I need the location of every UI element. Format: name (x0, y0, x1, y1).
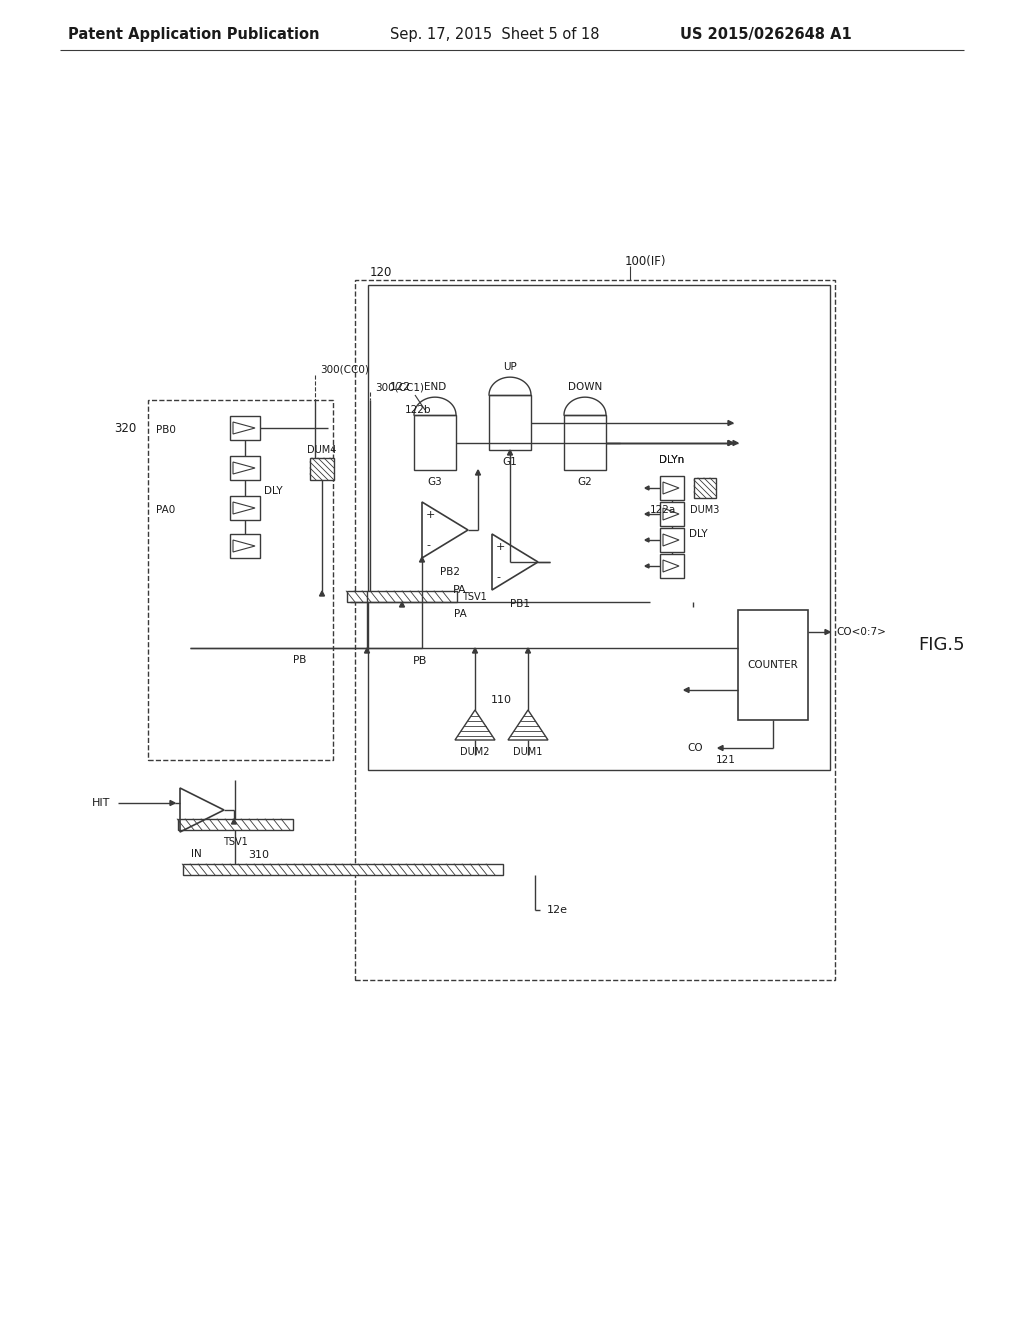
Polygon shape (728, 441, 733, 446)
Text: 121: 121 (716, 755, 736, 766)
Bar (230, 455, 260, 480)
Text: +: + (426, 510, 435, 520)
Text: PB1: PB1 (510, 599, 530, 609)
Text: US 2015/0262648 A1: US 2015/0262648 A1 (680, 28, 852, 42)
Text: END: END (424, 383, 446, 392)
Text: Patent Application Publication: Patent Application Publication (68, 28, 319, 42)
Polygon shape (420, 557, 425, 562)
Text: G1: G1 (503, 457, 517, 467)
Polygon shape (525, 648, 530, 653)
Polygon shape (399, 602, 404, 607)
Text: DUM1: DUM1 (513, 747, 543, 756)
Text: 122b: 122b (406, 405, 431, 414)
Bar (368, 285, 830, 770)
Polygon shape (472, 648, 477, 653)
Text: +: + (496, 541, 506, 552)
Bar (738, 610, 808, 719)
Bar (355, 280, 835, 979)
Bar (564, 414, 606, 470)
Bar (183, 865, 503, 875)
Polygon shape (508, 450, 512, 455)
Text: FIG.5: FIG.5 (918, 636, 965, 653)
Text: 320: 320 (114, 421, 136, 434)
Polygon shape (645, 512, 649, 516)
Bar (660, 502, 684, 525)
Polygon shape (170, 800, 175, 805)
Text: DUM2: DUM2 (460, 747, 489, 756)
Text: 110: 110 (490, 696, 512, 705)
Text: TSV1: TSV1 (222, 837, 248, 847)
Bar (347, 591, 457, 602)
Text: DLYn: DLYn (659, 455, 685, 465)
Text: DLY: DLY (689, 529, 708, 539)
Polygon shape (365, 648, 370, 653)
Text: UP: UP (503, 362, 517, 372)
Polygon shape (728, 421, 733, 425)
Bar (660, 554, 684, 578)
Text: G3: G3 (428, 477, 442, 487)
Text: CO<0:7>: CO<0:7> (836, 627, 886, 638)
Polygon shape (718, 746, 723, 751)
Bar (178, 818, 293, 830)
Polygon shape (645, 539, 649, 543)
Text: 122: 122 (390, 381, 412, 392)
Polygon shape (684, 688, 689, 693)
Text: 310: 310 (248, 850, 269, 861)
Text: DUM3: DUM3 (690, 506, 720, 515)
Polygon shape (319, 591, 325, 597)
Text: CO: CO (687, 743, 703, 752)
Text: PB: PB (293, 655, 306, 665)
Text: 122a: 122a (650, 506, 676, 515)
Text: 12e: 12e (547, 906, 568, 915)
Polygon shape (475, 470, 480, 475)
Text: DLYn: DLYn (659, 455, 685, 465)
Bar (489, 395, 531, 450)
Text: PA: PA (454, 585, 467, 595)
Text: PA: PA (454, 609, 466, 619)
Text: 100(IF): 100(IF) (625, 256, 667, 268)
Bar (148, 400, 333, 760)
Bar (230, 416, 260, 440)
Bar (230, 496, 260, 520)
Text: TSV1: TSV1 (462, 591, 486, 602)
Bar (694, 478, 716, 498)
Bar (660, 528, 684, 552)
Bar (414, 414, 456, 470)
Text: PB2: PB2 (440, 568, 460, 577)
Polygon shape (728, 441, 733, 446)
Polygon shape (645, 486, 649, 490)
Bar (660, 477, 684, 500)
Text: 120: 120 (370, 267, 392, 280)
Bar (230, 535, 260, 558)
Text: PB0: PB0 (156, 425, 176, 436)
Polygon shape (733, 441, 738, 446)
Polygon shape (231, 818, 237, 824)
Text: -: - (426, 540, 430, 550)
Text: DOWN: DOWN (568, 383, 602, 392)
Polygon shape (825, 630, 830, 635)
Text: PB: PB (413, 656, 427, 667)
Text: 300(CC0): 300(CC0) (319, 366, 369, 375)
Text: HIT: HIT (91, 799, 110, 808)
Text: Sep. 17, 2015  Sheet 5 of 18: Sep. 17, 2015 Sheet 5 of 18 (390, 28, 599, 42)
Text: 300(CC1): 300(CC1) (375, 383, 424, 393)
Text: PA0: PA0 (156, 506, 175, 515)
Text: G2: G2 (578, 477, 592, 487)
Text: IN: IN (191, 849, 202, 859)
Text: DLY: DLY (264, 486, 283, 496)
Bar (310, 458, 334, 480)
Polygon shape (645, 564, 649, 568)
Text: DUM4: DUM4 (307, 445, 337, 455)
Text: COUNTER: COUNTER (748, 660, 799, 671)
Text: -: - (496, 573, 500, 582)
